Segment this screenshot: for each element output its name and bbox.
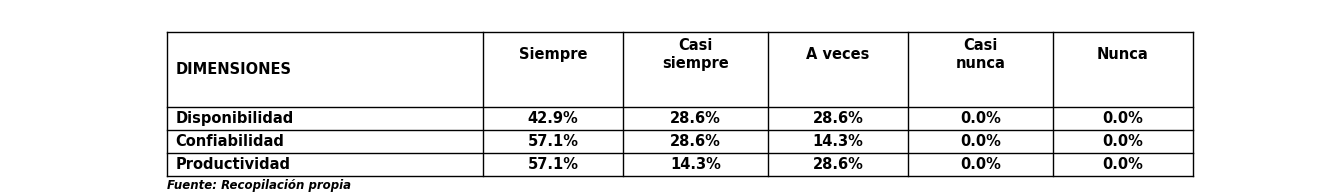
Text: 0.0%: 0.0% xyxy=(1103,157,1143,172)
Text: Productividad: Productividad xyxy=(175,157,290,172)
Text: 0.0%: 0.0% xyxy=(960,157,1001,172)
Text: 14.3%: 14.3% xyxy=(670,157,721,172)
Text: Fuente: Recopilación propia: Fuente: Recopilación propia xyxy=(167,179,352,192)
Text: 57.1%: 57.1% xyxy=(528,134,579,149)
Text: 0.0%: 0.0% xyxy=(960,134,1001,149)
Text: A veces: A veces xyxy=(806,47,870,62)
Text: 28.6%: 28.6% xyxy=(670,134,721,149)
Text: Nunca: Nunca xyxy=(1098,47,1148,62)
Text: Disponibilidad: Disponibilidad xyxy=(175,111,294,126)
Text: 14.3%: 14.3% xyxy=(813,134,864,149)
Text: Casi
nunca: Casi nunca xyxy=(956,38,1005,71)
Text: 28.6%: 28.6% xyxy=(813,111,864,126)
Text: Casi
siempre: Casi siempre xyxy=(662,38,729,71)
Text: Confiabilidad: Confiabilidad xyxy=(175,134,285,149)
Text: 28.6%: 28.6% xyxy=(670,111,721,126)
Text: 42.9%: 42.9% xyxy=(528,111,579,126)
Text: 28.6%: 28.6% xyxy=(813,157,864,172)
Text: DIMENSIONES: DIMENSIONES xyxy=(175,62,291,77)
Text: 0.0%: 0.0% xyxy=(960,111,1001,126)
Text: 57.1%: 57.1% xyxy=(528,157,579,172)
Text: 0.0%: 0.0% xyxy=(1103,111,1143,126)
Text: Siempre: Siempre xyxy=(519,47,587,62)
Text: 0.0%: 0.0% xyxy=(1103,134,1143,149)
